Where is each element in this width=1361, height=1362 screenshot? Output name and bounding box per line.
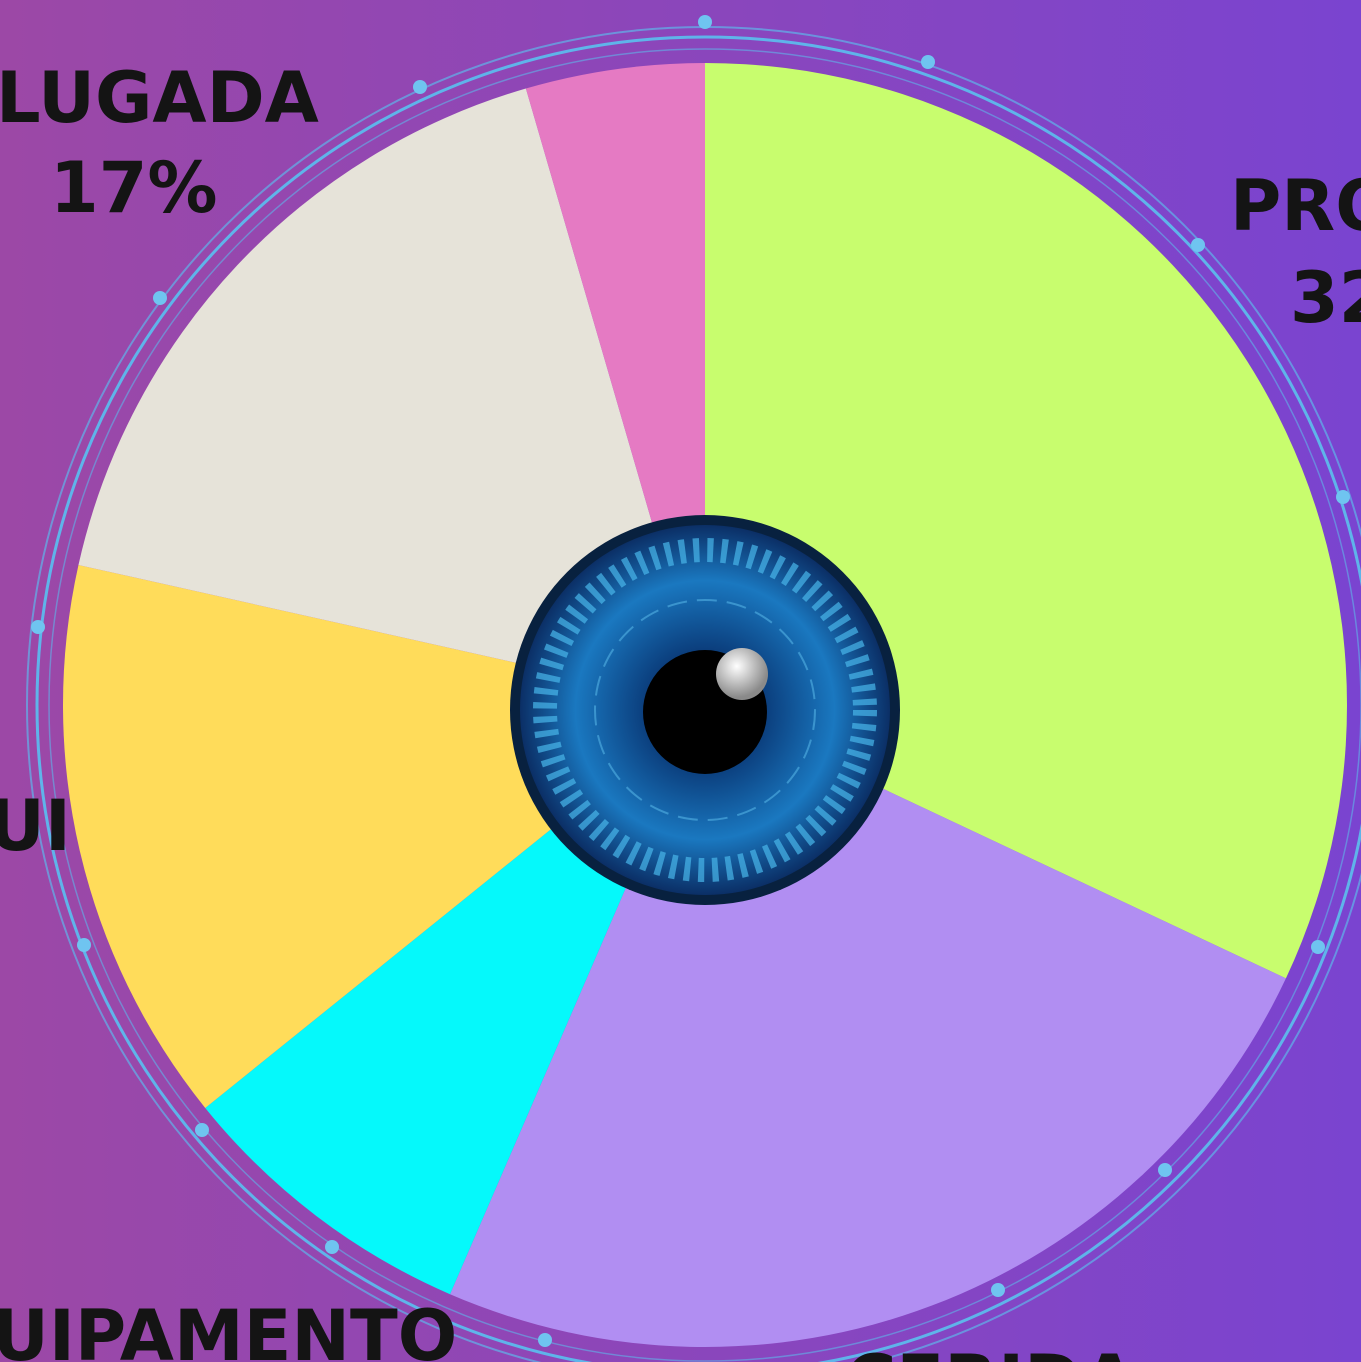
slice-label: PRO <box>1230 165 1361 247</box>
page: PRO32CERIDAUIPAMENTOUILUGADA17% (() => {… <box>0 0 1361 1362</box>
chart: PRO 32 CERIDA UIPAMENTO UI LUGADA17% <box>0 0 1361 1362</box>
value-label: 32 <box>1290 257 1361 339</box>
eye <box>510 515 900 905</box>
slice-label: CERIDA <box>845 1340 1136 1362</box>
value-label: 17% <box>50 147 218 229</box>
slice-label: LUGADA <box>0 57 319 139</box>
slice-label: UIPAMENTO <box>0 1295 457 1362</box>
slice-label: UI <box>0 785 71 867</box>
